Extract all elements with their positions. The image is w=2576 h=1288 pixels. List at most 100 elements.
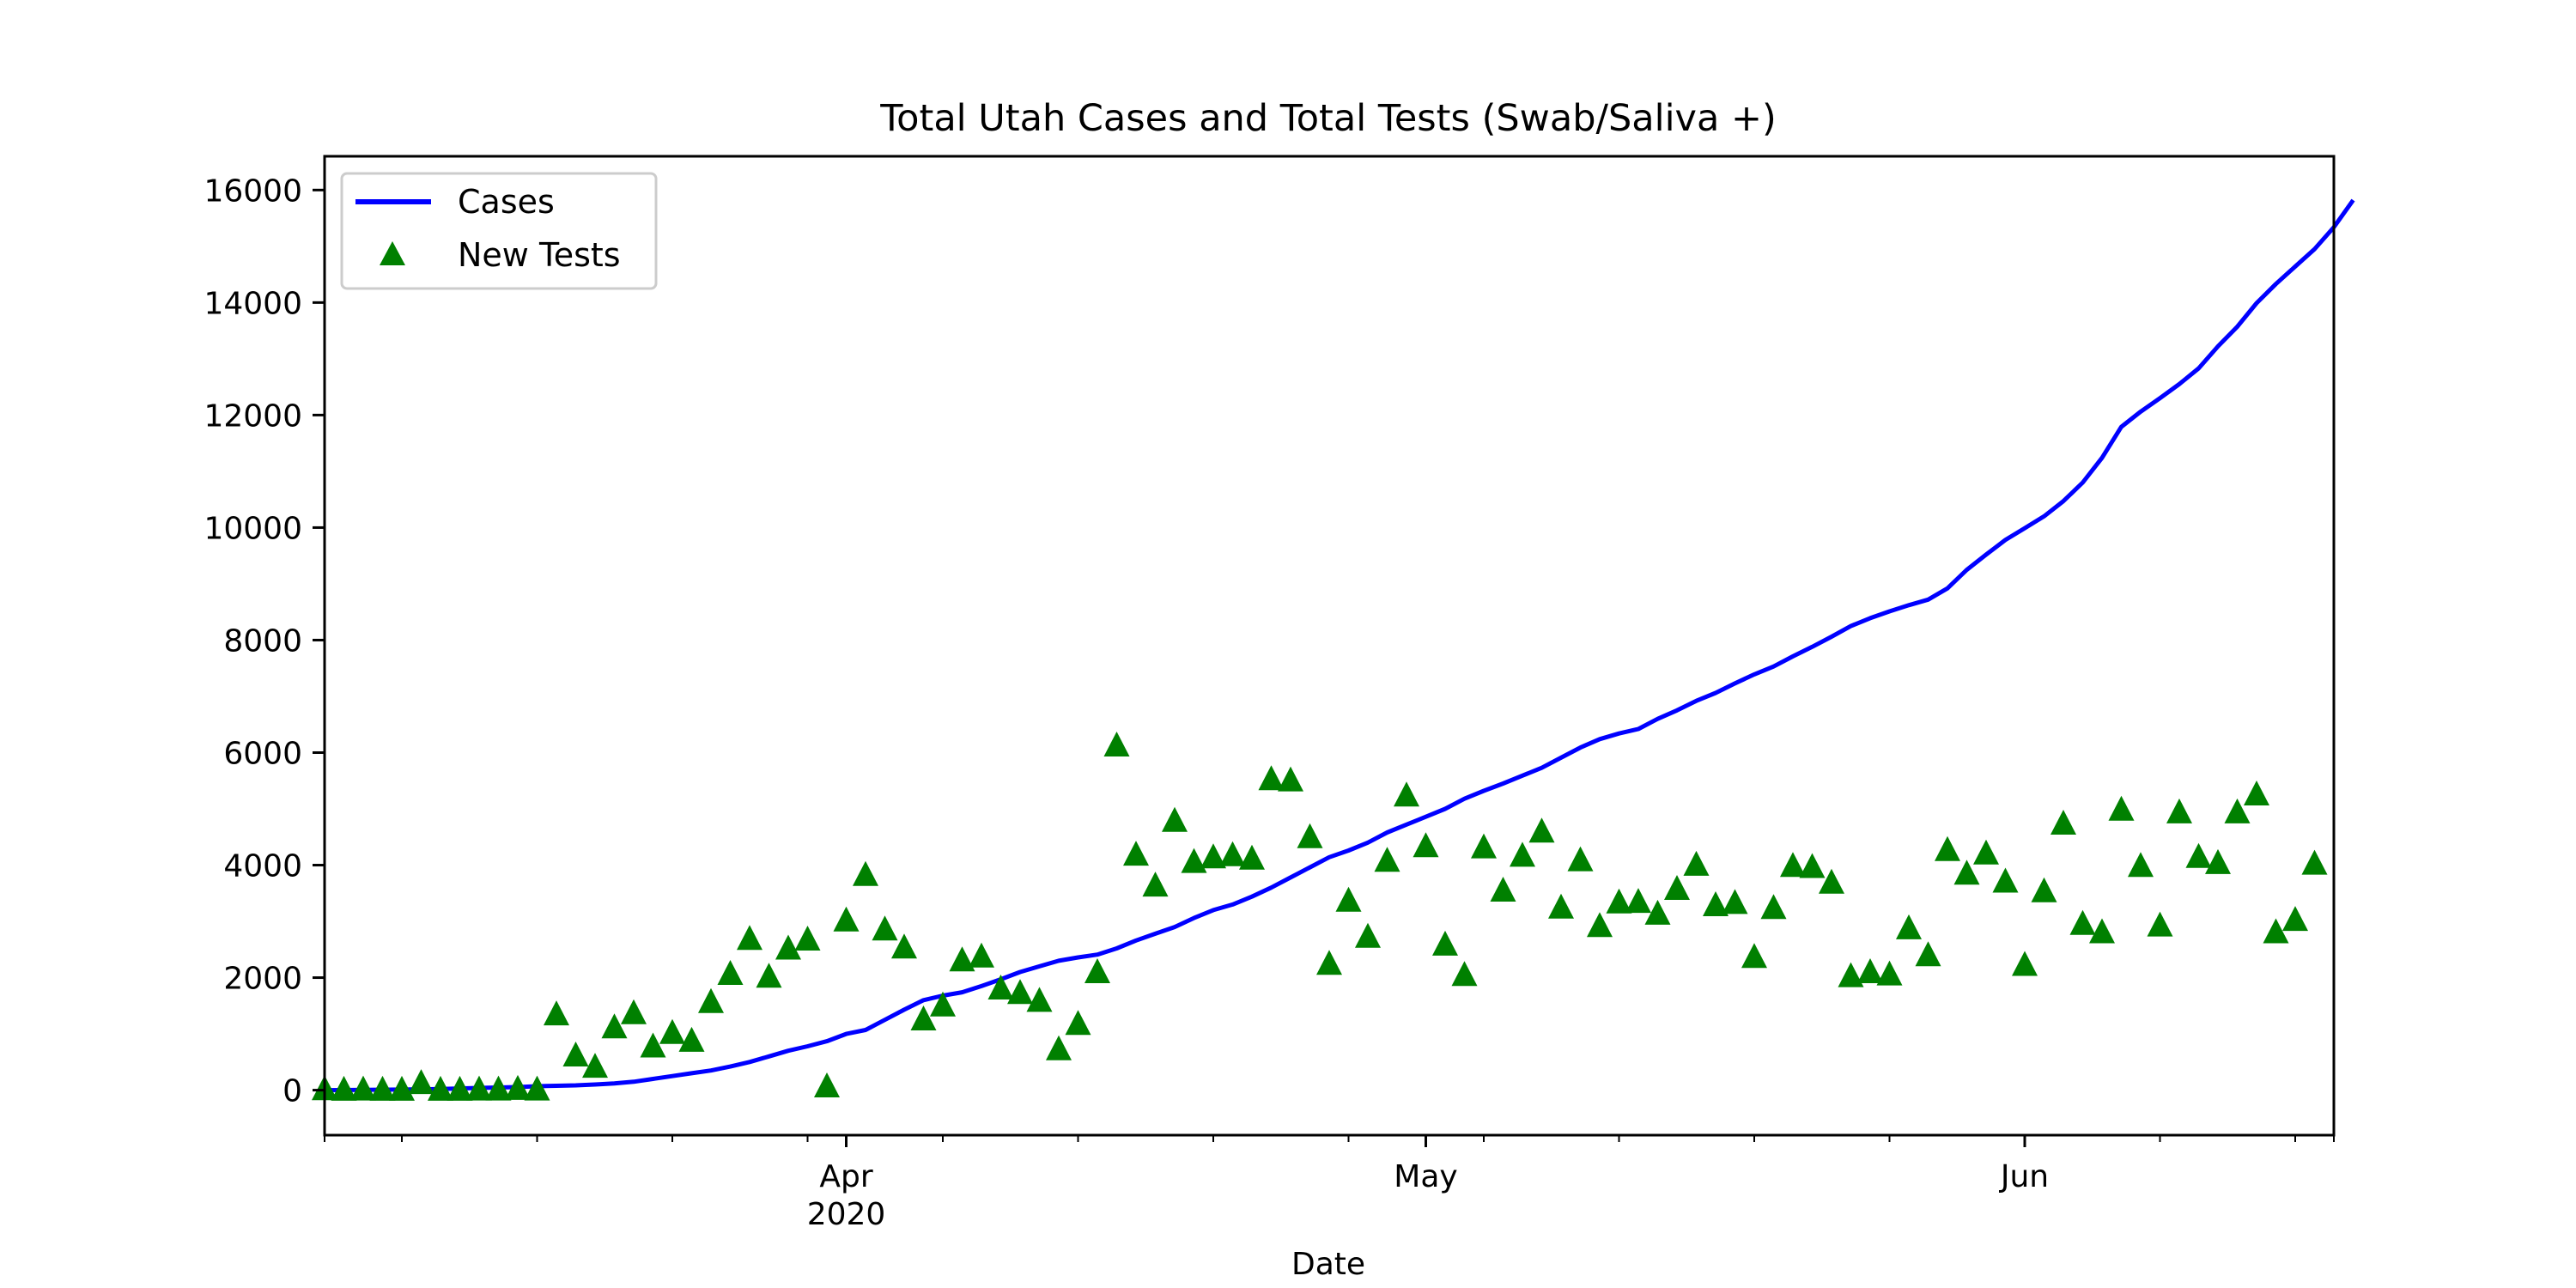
tests-marker xyxy=(717,960,744,985)
tests-marker xyxy=(582,1053,608,1078)
tests-marker xyxy=(853,860,878,886)
y-tick-label: 14000 xyxy=(204,286,302,321)
series-tests xyxy=(312,732,2328,1101)
tests-marker xyxy=(2301,849,2328,875)
y-tick-label: 12000 xyxy=(204,398,302,434)
tests-marker xyxy=(2069,909,2096,935)
legend: Cases New Tests xyxy=(340,172,658,290)
tests-marker xyxy=(1084,958,1110,983)
tests-marker xyxy=(1760,894,1787,920)
tests-marker xyxy=(640,1032,666,1058)
tests-marker xyxy=(544,1000,569,1026)
tests-marker xyxy=(524,1075,550,1101)
tests-marker xyxy=(2185,842,2212,868)
tests-marker xyxy=(1703,891,1728,916)
tests-marker xyxy=(698,987,724,1013)
tests-marker xyxy=(1992,867,2019,893)
y-tick-label: 6000 xyxy=(223,736,302,771)
tests-marker xyxy=(447,1075,473,1101)
tests-marker xyxy=(1857,958,1883,983)
tests-marker xyxy=(2050,810,2076,835)
tests-marker xyxy=(794,926,821,951)
tests-marker xyxy=(1528,817,1555,843)
tests-marker xyxy=(2108,795,2135,821)
y-tick-label: 0 xyxy=(283,1074,302,1109)
tests-marker xyxy=(1644,899,1671,925)
tests-marker xyxy=(833,906,860,932)
tests-marker xyxy=(2263,918,2289,944)
tests-marker xyxy=(775,934,801,960)
tests-marker xyxy=(1973,839,1999,865)
tests-marker xyxy=(1297,823,1323,848)
x-tick-sublabel: 2020 xyxy=(807,1197,886,1232)
tests-marker xyxy=(1935,835,1960,861)
tests-marker xyxy=(621,999,647,1024)
tests-marker xyxy=(678,1026,705,1052)
tests-marker xyxy=(1258,765,1285,791)
y-tick-label: 8000 xyxy=(223,623,302,659)
tests-marker xyxy=(1026,987,1053,1012)
tests-marker xyxy=(2224,798,2251,823)
tests-marker xyxy=(1432,930,1458,956)
tests-marker xyxy=(872,915,898,941)
tests-marker xyxy=(1239,844,1265,870)
tests-marker xyxy=(1123,841,1149,866)
tests-marker xyxy=(2089,918,2115,944)
tests-marker xyxy=(1838,962,1864,987)
legend-tests-swatch xyxy=(380,241,405,265)
tests-marker xyxy=(2012,951,2038,976)
tests-marker xyxy=(1142,872,1169,897)
tests-marker xyxy=(1394,781,1419,807)
legend-cases-label: Cases xyxy=(458,183,555,221)
tests-marker xyxy=(1587,912,1613,938)
tests-marker xyxy=(331,1075,357,1101)
tests-marker xyxy=(891,933,917,959)
y-tick-label: 16000 xyxy=(204,173,302,209)
tests-marker xyxy=(1278,766,1303,792)
tests-marker xyxy=(987,975,1014,999)
tests-marker xyxy=(1741,943,1767,969)
tests-marker xyxy=(756,963,782,988)
tests-marker xyxy=(1876,960,1903,986)
tests-marker xyxy=(408,1069,434,1095)
tests-marker xyxy=(350,1075,376,1101)
tests-marker xyxy=(910,1005,937,1030)
tests-marker xyxy=(1548,893,1574,919)
tests-marker xyxy=(1683,850,1710,876)
tests-marker xyxy=(2282,906,2308,932)
x-tick-label: Apr xyxy=(819,1159,872,1194)
y-tick-label: 2000 xyxy=(223,962,302,997)
tests-marker xyxy=(2128,852,2154,878)
plot-frame xyxy=(323,155,2336,1137)
x-axis-label: Date xyxy=(1291,1247,1365,1282)
tests-marker xyxy=(1007,979,1033,1005)
tests-marker xyxy=(1219,841,1246,866)
tests-marker xyxy=(466,1075,492,1101)
tests-marker xyxy=(1510,841,1535,867)
tests-marker xyxy=(485,1075,512,1101)
tests-marker xyxy=(1413,832,1439,858)
tests-marker xyxy=(969,942,994,968)
tests-marker xyxy=(949,946,975,972)
tests-marker xyxy=(1316,950,1342,975)
tests-marker xyxy=(1374,847,1400,872)
tests-marker xyxy=(1200,843,1226,869)
chart-title: Total Utah Cases and Total Tests (Swab/S… xyxy=(879,97,1777,140)
tests-marker xyxy=(2147,911,2173,937)
plot-area xyxy=(312,198,2355,1101)
tests-marker xyxy=(1490,877,1516,902)
tests-marker xyxy=(1065,1010,1091,1036)
tests-marker xyxy=(1162,806,1188,832)
tests-marker xyxy=(930,991,956,1017)
tests-marker xyxy=(1335,886,1362,912)
tests-marker xyxy=(1915,941,1941,967)
tests-marker xyxy=(1896,914,1922,939)
tests-marker xyxy=(659,1018,685,1044)
tests-marker xyxy=(1103,732,1130,756)
x-tick-label: Jun xyxy=(1999,1159,2049,1194)
tests-marker xyxy=(389,1075,415,1101)
tests-marker xyxy=(1451,961,1478,987)
tests-marker xyxy=(1046,1035,1072,1060)
tests-marker xyxy=(737,925,762,951)
